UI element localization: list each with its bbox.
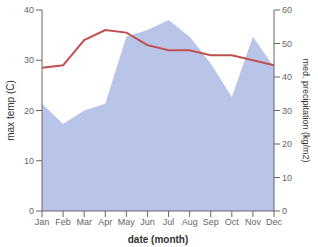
svg-text:Oct: Oct [225, 217, 240, 227]
svg-text:Nov: Nov [245, 217, 262, 227]
svg-text:Sep: Sep [203, 217, 219, 227]
svg-text:10: 10 [24, 156, 34, 166]
svg-text:Jan: Jan [35, 217, 50, 227]
svg-text:date (month): date (month) [128, 234, 189, 245]
svg-text:60: 60 [282, 5, 292, 15]
svg-text:10: 10 [282, 173, 292, 183]
svg-text:40: 40 [24, 5, 34, 15]
svg-text:50: 50 [282, 39, 292, 49]
svg-text:med. precipitation (kg/m2): med. precipitation (kg/m2) [301, 58, 310, 162]
svg-text:Jul: Jul [163, 217, 175, 227]
svg-text:Jun: Jun [140, 217, 155, 227]
svg-text:30: 30 [24, 55, 34, 65]
svg-text:30: 30 [282, 106, 292, 116]
svg-text:Apr: Apr [98, 217, 112, 227]
svg-text:May: May [118, 217, 136, 227]
svg-text:0: 0 [29, 206, 34, 216]
svg-text:20: 20 [24, 106, 34, 116]
svg-text:20: 20 [282, 139, 292, 149]
svg-text:0: 0 [282, 206, 287, 216]
svg-text:Mar: Mar [76, 217, 92, 227]
svg-text:Aug: Aug [182, 217, 198, 227]
svg-text:Feb: Feb [55, 217, 71, 227]
svg-text:max temp (C): max temp (C) [8, 80, 16, 141]
svg-text:Dec: Dec [266, 217, 283, 227]
svg-text:40: 40 [282, 72, 292, 82]
